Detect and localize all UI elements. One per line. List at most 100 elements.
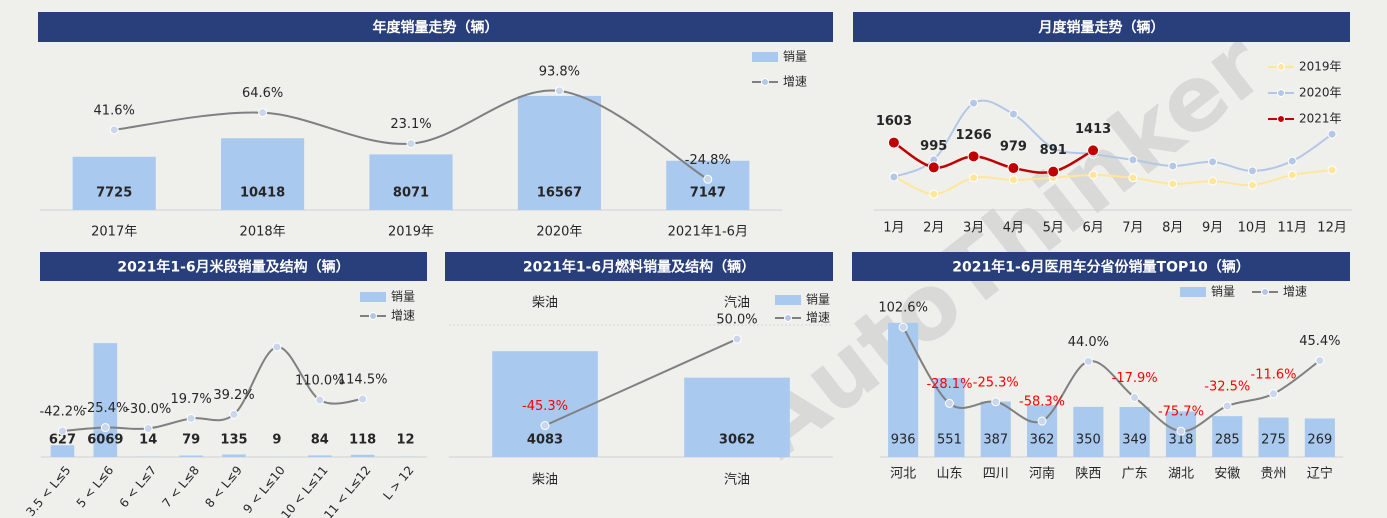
line-marker <box>406 139 416 149</box>
line-series <box>902 326 1321 433</box>
line-marker <box>1168 179 1178 189</box>
line-value-label: -25.3% <box>973 375 1019 390</box>
line-marker <box>109 125 119 135</box>
bar <box>179 455 203 457</box>
bar-value-label: 362 <box>1030 433 1055 448</box>
x-tick-label: 湖北 <box>1168 467 1194 482</box>
line-value-label: 45.4% <box>1299 334 1340 349</box>
bar <box>492 351 598 457</box>
title-bar <box>853 12 1350 42</box>
bar <box>222 454 246 457</box>
legend-label: 销量 <box>806 293 830 307</box>
bar-value-label: 84 <box>311 433 329 448</box>
x-tick-label: 贵州 <box>1261 467 1287 482</box>
line-value-label: 1603 <box>876 114 912 129</box>
legend-marker <box>784 314 792 322</box>
line-marker <box>991 397 1001 407</box>
bar-value-label: 318 <box>1169 433 1194 448</box>
x-tick-label: 山东 <box>936 467 962 482</box>
line-marker <box>1176 426 1186 436</box>
x-tick-label: 6 < L≤7 <box>117 463 160 510</box>
line-value-label: 1266 <box>955 128 991 143</box>
bar-value-label: 275 <box>1261 433 1286 448</box>
line-value-label: 1413 <box>1075 122 1111 137</box>
bar-value-label: 10418 <box>240 186 285 201</box>
chart-title: 月度销量走势（辆） <box>1038 19 1165 36</box>
bar <box>350 454 375 457</box>
line-value-label: 23.1% <box>390 117 431 132</box>
title-bar <box>445 252 833 281</box>
line-value-label: 41.6% <box>94 103 135 118</box>
x-tick-label: 5月 <box>1043 221 1064 236</box>
legend-label: 增速 <box>391 309 415 323</box>
x-tick-label: 9月 <box>1202 221 1223 236</box>
title-bar <box>38 12 833 42</box>
bar-value-label: 7147 <box>690 186 726 201</box>
line-value-label: 995 <box>920 139 947 154</box>
line-value-label: -30.0% <box>125 402 171 417</box>
bar <box>1027 405 1058 457</box>
bar-value-label: 14 <box>139 433 157 448</box>
line-value-label: -45.3% <box>522 399 568 414</box>
x-tick-label: 辽宁 <box>1307 466 1333 482</box>
x-tick-label: 7 < L≤8 <box>159 463 202 510</box>
bar-value-label: 6069 <box>87 433 123 448</box>
bar-value-label: 551 <box>937 433 962 448</box>
line-value-label: -28.1% <box>926 377 972 392</box>
line-value-label: -42.2% <box>39 404 85 419</box>
line-marker <box>703 174 713 184</box>
legend-label: 2021年 <box>1299 112 1342 126</box>
line-marker <box>315 395 325 405</box>
line-value-label: 39.2% <box>213 388 254 403</box>
line-value-label: 93.8% <box>539 64 580 79</box>
bar-value-label: 7725 <box>96 186 132 201</box>
legend-swatch <box>752 52 778 62</box>
x-tick-label: 四川 <box>983 467 1009 482</box>
line-marker <box>1037 416 1047 426</box>
bar-value-label: 387 <box>983 433 1008 448</box>
header-label: 柴油 <box>532 296 558 311</box>
bar-value-label: 79 <box>182 433 200 448</box>
line-value-label: -58.3% <box>1019 395 1065 410</box>
bar-value-label: 285 <box>1215 433 1240 448</box>
line-marker <box>1269 389 1279 399</box>
line-marker <box>1168 161 1178 171</box>
bar <box>221 138 305 210</box>
line-value-label: 891 <box>1040 143 1067 158</box>
line-marker <box>1208 157 1218 167</box>
x-tick-label: 8月 <box>1162 221 1183 236</box>
line-marker <box>1008 175 1018 185</box>
line-marker <box>1008 109 1018 119</box>
line-value-label: 50.0% <box>716 313 757 328</box>
bar <box>1304 418 1335 457</box>
x-tick-label: 8 < L≤9 <box>202 463 245 510</box>
line-marker <box>1047 165 1060 178</box>
line-value-label: 979 <box>1000 140 1027 155</box>
bar <box>980 401 1011 457</box>
bar <box>684 377 790 457</box>
line-series <box>544 338 738 427</box>
x-tick-label: 2018年 <box>240 225 286 240</box>
line-marker <box>57 426 67 436</box>
x-tick-label: L > 12 <box>380 463 416 502</box>
legend-swatch <box>1180 287 1206 297</box>
line-marker <box>554 86 564 96</box>
title-bar <box>40 252 427 281</box>
bar-value-label: 8071 <box>393 186 429 201</box>
line-marker <box>229 409 239 419</box>
legend-marker <box>1277 89 1285 97</box>
bar <box>72 156 156 210</box>
line-marker <box>1048 143 1058 153</box>
x-tick-label: 3月 <box>963 221 984 236</box>
bar <box>1258 417 1289 457</box>
legend-label: 销量 <box>783 50 807 64</box>
x-tick-label: 广东 <box>1122 467 1148 482</box>
line-value-label: -25.4% <box>82 401 128 416</box>
line-value-label: 19.7% <box>170 392 211 407</box>
line-value-label: -75.7% <box>1158 405 1204 420</box>
legend-swatch <box>775 295 801 305</box>
x-tick-label: 5 < L≤6 <box>74 463 117 510</box>
bar <box>50 445 75 457</box>
line-marker <box>540 421 550 431</box>
